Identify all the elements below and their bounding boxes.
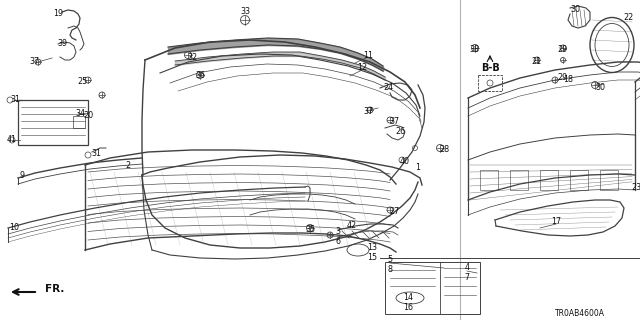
- Text: 35: 35: [305, 226, 315, 235]
- Text: 3: 3: [335, 228, 340, 236]
- Text: 26: 26: [395, 127, 405, 137]
- Text: 33: 33: [240, 7, 250, 17]
- Text: 9: 9: [19, 171, 24, 180]
- Text: 19: 19: [53, 10, 63, 19]
- Text: 6: 6: [335, 237, 340, 246]
- Text: 25: 25: [77, 77, 87, 86]
- Text: 30: 30: [570, 5, 580, 14]
- Bar: [18, 100, 88, 145]
- Text: 4: 4: [465, 263, 470, 273]
- Text: 31: 31: [91, 148, 101, 157]
- Bar: [570, 170, 588, 190]
- Text: 30: 30: [595, 83, 605, 92]
- Text: 27: 27: [389, 207, 399, 217]
- Text: 10: 10: [9, 223, 19, 233]
- Text: 14: 14: [403, 293, 413, 302]
- Text: 36: 36: [195, 71, 205, 81]
- Text: B-B: B-B: [481, 63, 499, 73]
- Text: 21: 21: [531, 58, 541, 67]
- Text: 2: 2: [125, 161, 131, 170]
- Text: 7: 7: [465, 274, 470, 283]
- Text: 42: 42: [347, 221, 357, 230]
- Bar: [385, 262, 480, 314]
- Bar: [478, 75, 502, 91]
- Text: 18: 18: [563, 76, 573, 84]
- Text: 37: 37: [29, 58, 39, 67]
- Text: 29: 29: [557, 45, 567, 54]
- Text: 24: 24: [383, 84, 393, 92]
- Text: 15: 15: [367, 253, 377, 262]
- Text: 5: 5: [387, 255, 392, 265]
- Bar: [540, 170, 558, 190]
- Text: FR.: FR.: [45, 284, 65, 294]
- Text: 20: 20: [83, 110, 93, 119]
- Text: 37: 37: [363, 108, 373, 116]
- Text: 13: 13: [367, 244, 377, 252]
- Text: 40: 40: [400, 157, 410, 166]
- Bar: [480, 170, 498, 190]
- Text: 8: 8: [387, 266, 392, 275]
- Text: 39: 39: [57, 39, 67, 49]
- Text: 12: 12: [357, 63, 367, 73]
- Text: 22: 22: [623, 13, 633, 22]
- Text: 34: 34: [75, 108, 85, 117]
- Text: 17: 17: [551, 218, 561, 227]
- Text: 32: 32: [187, 53, 197, 62]
- Text: 16: 16: [403, 303, 413, 313]
- Bar: [510, 170, 528, 190]
- Text: TR0AB4600A: TR0AB4600A: [555, 308, 605, 317]
- Text: 29: 29: [557, 74, 567, 83]
- Text: 41: 41: [7, 135, 17, 145]
- Text: 37: 37: [389, 117, 399, 126]
- Text: 31: 31: [10, 95, 20, 105]
- Bar: [73, 116, 85, 128]
- Text: 28: 28: [439, 146, 449, 155]
- Text: 38: 38: [469, 45, 479, 54]
- Bar: [600, 170, 618, 190]
- Text: 23: 23: [631, 183, 640, 193]
- Text: 1: 1: [415, 164, 420, 172]
- Text: 11: 11: [363, 51, 373, 60]
